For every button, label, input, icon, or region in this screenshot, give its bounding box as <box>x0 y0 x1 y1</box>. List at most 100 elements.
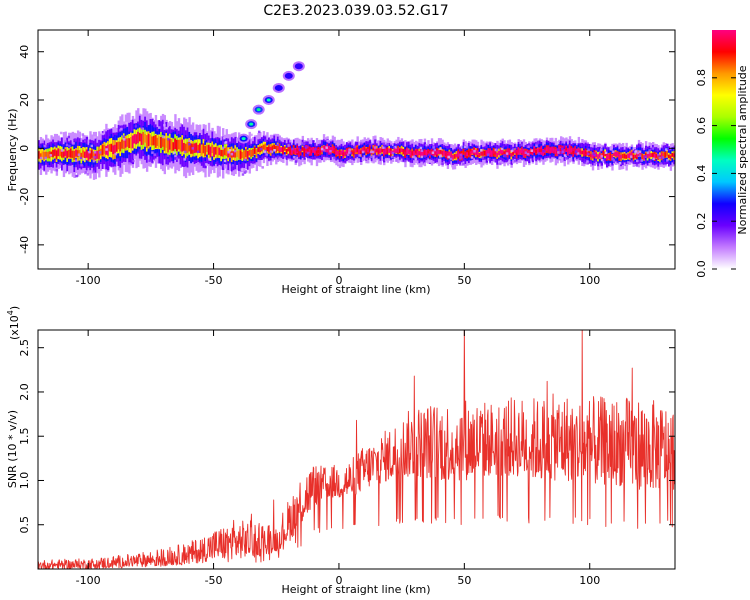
heat-speckle <box>459 157 462 160</box>
heat-speckle <box>287 144 290 147</box>
heat-cell <box>218 147 221 156</box>
heat-speckle <box>659 162 662 165</box>
heat-cell <box>476 150 480 156</box>
heat-cell <box>73 150 76 160</box>
heat-cell <box>469 151 473 156</box>
heat-cell <box>271 145 274 151</box>
heat-speckle <box>183 150 187 154</box>
heat-speckle <box>652 157 655 161</box>
colorbar-tick-label: 0.0 <box>695 260 708 278</box>
heat-speckle <box>480 149 483 152</box>
heat-speckle <box>243 158 247 162</box>
heat-cell <box>84 151 87 159</box>
heat-cell <box>55 150 59 160</box>
heat-peak <box>333 148 337 152</box>
heat-cell <box>280 147 283 153</box>
heat-peak <box>503 151 507 155</box>
heat-speckle <box>93 156 96 159</box>
heat-cell <box>144 134 147 143</box>
heat-cell <box>590 153 593 158</box>
heat-speckle <box>59 162 62 166</box>
heat-speckle <box>90 144 94 148</box>
heat-cell <box>131 135 135 149</box>
heat-cell <box>216 146 220 157</box>
heat-speckle <box>530 149 533 152</box>
heat-cell <box>207 144 211 155</box>
heat-cell <box>269 146 273 154</box>
heat-cell <box>124 138 128 148</box>
heat-cell <box>455 153 458 158</box>
heat-cell <box>667 154 671 159</box>
heat-cell <box>377 150 381 155</box>
branch-blob-mid <box>274 84 283 91</box>
heat-cell <box>68 149 71 158</box>
heat-speckle <box>60 149 64 152</box>
heat-peak <box>344 152 348 156</box>
heat-speckle <box>604 151 608 155</box>
heat-cell <box>335 150 338 156</box>
heat-speckle <box>635 164 639 167</box>
heat-cell <box>193 143 197 153</box>
heat-peak <box>296 148 300 152</box>
heat-cell <box>496 152 499 157</box>
heat-peak <box>528 151 532 155</box>
heat-cell <box>154 135 158 148</box>
heat-speckle <box>294 160 298 163</box>
heat-speckle <box>501 145 504 148</box>
snr-panel: -100 -50 0 50 100 0.5 1.0 1.5 2.0 2.5 Height of … <box>6 306 676 596</box>
heat-speckle <box>558 157 561 161</box>
heat-cell <box>211 144 214 154</box>
heat-cell <box>98 149 101 159</box>
heat-speckle <box>627 161 630 164</box>
heat-speckle <box>439 155 442 158</box>
heat-peak <box>515 152 519 156</box>
snr-y-label: SNR (10 * v/v) <box>6 410 19 488</box>
heat-cell <box>662 152 665 158</box>
heat-speckle <box>386 143 389 146</box>
heat-cell <box>453 154 457 159</box>
heat-peak <box>360 150 364 155</box>
heat-cell <box>275 145 278 153</box>
y-tick-label: 2.0 <box>18 383 31 401</box>
x-tick-label: 50 <box>457 274 471 287</box>
heat-speckle <box>493 159 496 162</box>
y-tick-label: 0.5 <box>18 516 31 534</box>
heat-speckle <box>122 138 126 141</box>
heat-speckle <box>314 147 317 151</box>
heat-speckle <box>276 155 280 158</box>
heat-cell <box>620 154 623 159</box>
heat-cell <box>379 148 382 154</box>
heat-speckle <box>495 148 499 152</box>
heat-cell <box>397 147 400 153</box>
heat-cell <box>388 148 391 153</box>
heat-speckle <box>93 151 97 154</box>
heat-speckle <box>433 148 437 152</box>
heat-cell <box>170 139 174 152</box>
heat-peak <box>306 148 311 152</box>
heat-speckle <box>592 152 595 155</box>
heat-cell <box>186 142 189 153</box>
heat-cell <box>96 150 99 159</box>
heat-speckle <box>451 164 454 168</box>
heat-speckle <box>358 154 361 157</box>
heat-speckle <box>79 156 83 160</box>
x-tick-label: 100 <box>579 274 600 287</box>
heat-peak <box>538 148 542 153</box>
heat-cell <box>85 149 89 158</box>
heat-speckle <box>470 156 474 159</box>
heat-cell <box>450 151 453 158</box>
heat-cell <box>367 148 370 153</box>
heat-cell <box>204 145 207 157</box>
heat-speckle <box>349 152 352 155</box>
heat-speckle <box>153 153 157 156</box>
heat-peak <box>535 149 539 154</box>
heat-speckle <box>574 150 578 153</box>
heat-cell <box>75 149 78 157</box>
heat-cell <box>632 155 635 160</box>
heat-cell <box>257 147 260 152</box>
heat-cell <box>605 155 609 160</box>
heat-cell <box>627 153 630 159</box>
heat-speckle <box>349 160 353 163</box>
heat-speckle <box>429 160 432 164</box>
